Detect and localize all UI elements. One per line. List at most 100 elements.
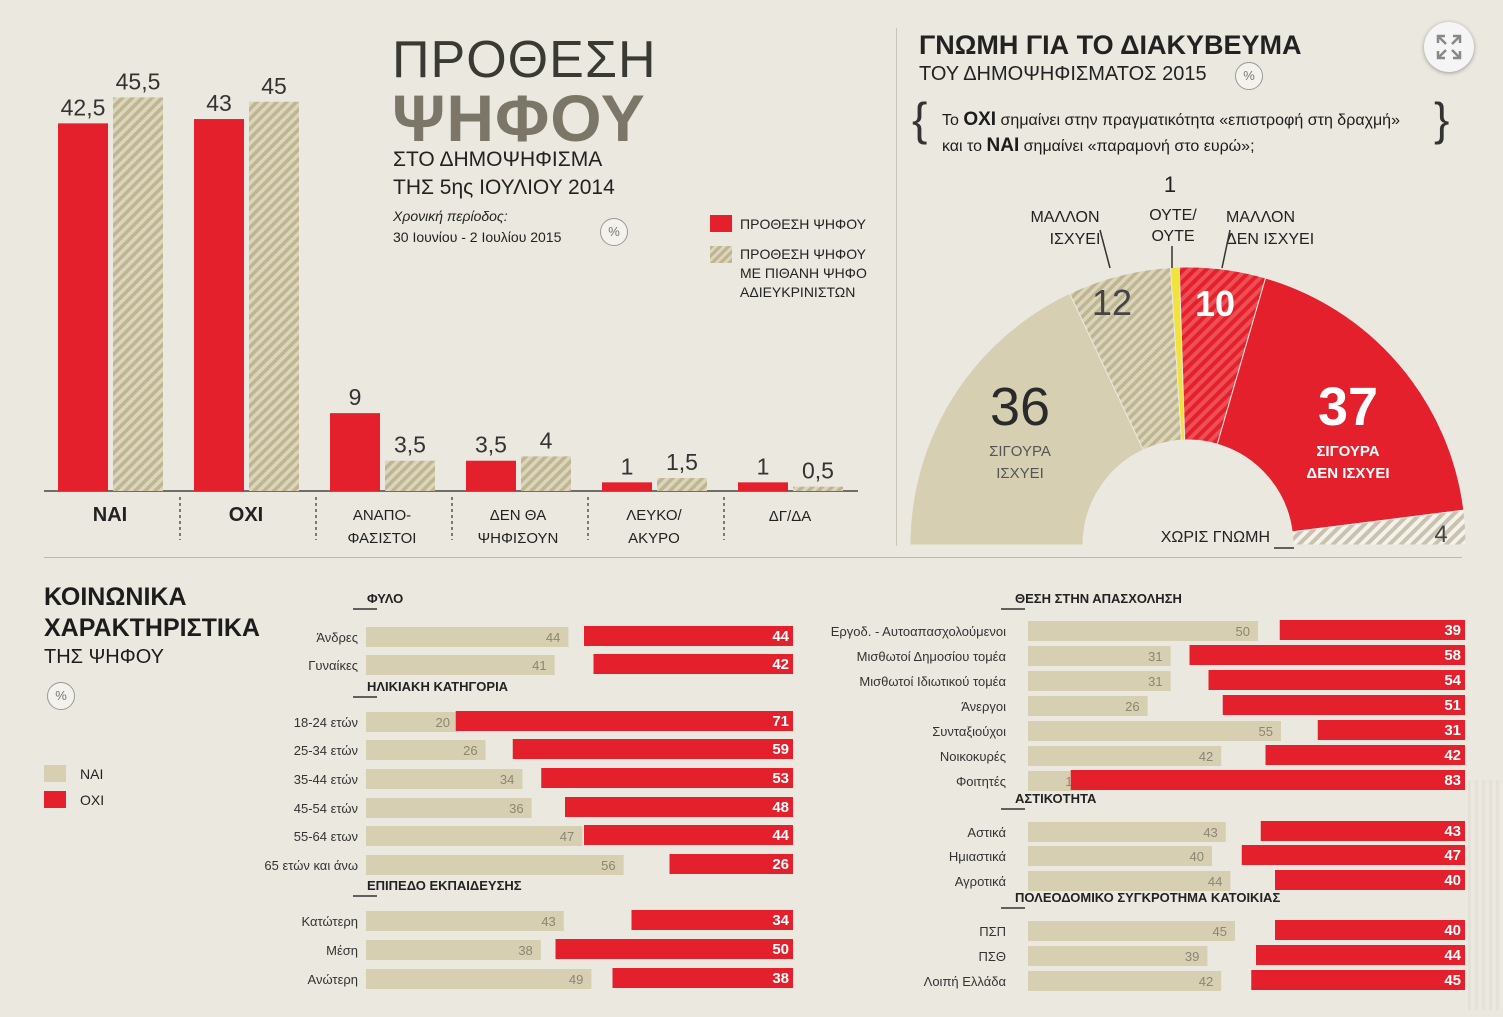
bar-2-red (194, 119, 244, 492)
row-label-3-3: Ανώτερη (308, 972, 358, 987)
bar-oxi-2-4 (565, 797, 793, 817)
bar-nai-1-1 (366, 627, 569, 647)
main-subtitle-line1: ΣΤΟ ΔΗΜΟΨΗΦΙΣΜΑ (393, 148, 603, 171)
value-oxi-2-5: 44 (772, 827, 789, 844)
value-oxi-2-2: 59 (772, 741, 789, 758)
row-label-4-2: Μισθωτοί Δημοσίου τομέα (857, 649, 1007, 664)
bar-oxi-2-1 (455, 711, 793, 731)
leader-line-4 (1221, 229, 1231, 269)
bar-oxi-4-3 (1208, 670, 1465, 690)
bar-3-red (330, 413, 380, 491)
bar-nai-5-3 (1028, 871, 1231, 891)
value-nai-4-5: 55 (1259, 724, 1273, 739)
value-nai-4-6: 42 (1199, 749, 1213, 764)
period-label: Χρονική περίοδος: (393, 208, 508, 224)
bar-oxi-2-5 (584, 825, 793, 845)
bar-5-red (602, 482, 652, 491)
value-nai-3-1: 43 (541, 914, 555, 929)
row-label-6-3: Λοιπή Ελλάδα (924, 974, 1007, 989)
value-oxi-4-6: 42 (1444, 747, 1461, 764)
stake-question-line2: και το ΝΑΙ σημαίνει «παραμονή στο ευρώ»; (942, 135, 1255, 156)
bar-label-6-red: 1 (757, 453, 770, 479)
row-label-2-4: 45-54 ετών (294, 801, 358, 816)
value-oxi-5-2: 47 (1444, 847, 1461, 864)
value-nai-2-6: 56 (601, 858, 615, 873)
bar-oxi-3-3 (612, 968, 793, 988)
bar-2-striped (249, 101, 299, 491)
stake-subtitle: ΤΟΥ ΔΗΜΟΨΗΦΙΣΜΑΤΟΣ 2015 (919, 63, 1207, 85)
main-subtitle-line2: ΤΗΣ 5ης ΙΟΥΛΙΟΥ 2014 (393, 176, 615, 199)
bar-nai-3-1 (366, 911, 564, 931)
value-nai-3-3: 49 (569, 972, 583, 987)
row-label-3-2: Μέση (326, 943, 358, 958)
bar-nai-4-1 (1028, 621, 1258, 641)
bar-oxi-6-2 (1256, 945, 1465, 965)
row-label-4-4: Άνεργοι (961, 699, 1006, 714)
row-label-1-2: Γυναίκες (308, 658, 358, 673)
value-nai-6-2: 39 (1185, 949, 1199, 964)
legend-oxi-label: ΟΧΙ (80, 792, 105, 808)
legend-red-swatch (710, 215, 732, 232)
category-label-5: ΛΕΥΚΟ/ (626, 507, 682, 524)
bar-oxi-5-2 (1241, 845, 1465, 865)
value-nai-2-2: 26 (463, 743, 477, 758)
vote-intention-chart: 42,5 45,5 ΝΑΙ 43 45 ΟΧΙ 9 3,5 ΑΝΑΠΟ- ΦΑΣΙΣΤΟΙ 3,5 4… (44, 68, 858, 547)
brace-left: { (912, 93, 928, 145)
bar-nai-2-4 (366, 798, 532, 818)
slice-text-5b: ΔΕΝ ΙΣΧΥΕΙ (1306, 465, 1389, 482)
bar-oxi-6-1 (1275, 920, 1465, 940)
group-heading-1: ΦΥΛΟ (367, 591, 403, 606)
category-label-3: ΑΝΑΠΟ- (353, 507, 411, 524)
row-label-4-5: Συνταξιούχοι (932, 724, 1006, 739)
row-label-2-1: 18-24 ετών (294, 715, 358, 730)
bar-label-3-striped: 3,5 (394, 432, 426, 458)
bar-nai-4-3 (1028, 671, 1171, 691)
value-oxi-4-4: 51 (1444, 697, 1461, 714)
stake-opinion-chart: 36 ΣΙΓΟΥΡΑ ΙΣΧΥΕΙ 12 ΜΑΛΛΟΝ ΙΣΧΥΕΙ 1 ΟΥΤΕ/ΟΥΤΕ 1… (909, 172, 1467, 549)
percent-badge: % (600, 218, 628, 246)
donut-slice-5 (1216, 277, 1465, 533)
value-oxi-4-7: 83 (1444, 772, 1461, 789)
value-oxi-4-1: 39 (1444, 622, 1461, 639)
row-label-2-6: 65 ετών και άνω (264, 858, 358, 873)
slice-text-2a: ΜΑΛΛΟΝ (1030, 209, 1099, 226)
legend-nai-label: ΝΑΙ (80, 766, 104, 782)
value-oxi-6-2: 44 (1444, 947, 1461, 964)
group-heading-5: ΑΣΤΙΚΟΤΗΤΑ (1015, 791, 1097, 806)
legend-striped-label3: ΑΔΙΕΥΚΡΙΝΙΣΤΩΝ (740, 284, 856, 300)
bar-oxi-4-2 (1189, 645, 1465, 665)
bar-6-striped (793, 486, 843, 491)
expand-button[interactable] (1424, 22, 1474, 72)
social-title-line3: ΤΗΣ ΨΗΦΟΥ (44, 646, 164, 668)
horizontal-divider (44, 557, 1462, 558)
value-nai-5-1: 43 (1203, 825, 1217, 840)
bar-nai-6-3 (1028, 971, 1222, 991)
category-label-3-line2: ΦΑΣΙΣΤΟΙ (348, 530, 417, 547)
social-title-line1: ΚΟΙΝΩΝΙΚΑ (44, 583, 187, 611)
row-label-6-2: ΠΣΘ (978, 949, 1006, 964)
bar-nai-3-3 (366, 969, 592, 989)
value-oxi-6-3: 45 (1444, 972, 1461, 989)
bar-oxi-4-6 (1265, 745, 1465, 765)
row-label-2-3: 35-44 ετών (294, 772, 358, 787)
bar-oxi-4-1 (1279, 620, 1465, 640)
slice-text-5a: ΣΙΓΟΥΡΑ (1316, 443, 1379, 460)
value-oxi-2-4: 48 (772, 799, 789, 816)
value-nai-1-1: 44 (546, 630, 560, 645)
bar-oxi-1-2 (593, 654, 793, 674)
slice-text-6: ΧΩΡΙΣ ΓΝΩΜΗ (1161, 529, 1270, 546)
legend-oxi-swatch (44, 791, 66, 808)
bar-nai-6-1 (1028, 921, 1235, 941)
social-characteristics-chart: ΦΥΛΟ Άνδρες 44 44 Γυναίκες 41 42 ΗΛΙΚΙΑΚΗ ΚΑΤΗΓ… (264, 591, 1465, 991)
value-oxi-4-2: 58 (1444, 647, 1461, 664)
main-title-line1: ΠΡΟΘΕΣΗ (392, 31, 657, 89)
bar-label-2-striped: 45 (261, 73, 287, 99)
bar-oxi-6-3 (1251, 970, 1465, 990)
bar-label-5-red: 1 (621, 453, 634, 479)
bar-label-3-red: 9 (349, 384, 362, 410)
bar-label-4-striped: 4 (540, 427, 553, 453)
bar-label-6-striped: 0,5 (802, 458, 834, 484)
row-label-4-1: Εργοδ. - Αυτοαπασχολούμενοι (831, 624, 1006, 639)
value-nai-2-4: 36 (509, 801, 523, 816)
bar-oxi-2-2 (512, 739, 793, 759)
